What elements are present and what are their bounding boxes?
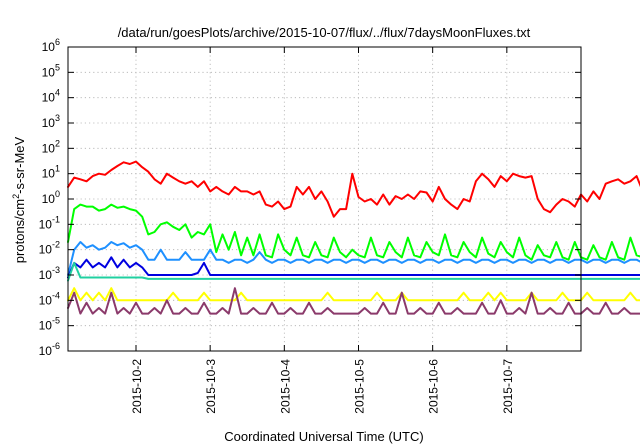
y-tick-label: 106 [42, 37, 60, 54]
x-tick-label: 2015-10-5 [352, 359, 366, 414]
y-tick-label: 105 [42, 62, 60, 79]
y-tick-exponent: -5 [52, 316, 60, 326]
y-axis-label: protons/cm2-s-sr-MeV [11, 136, 27, 263]
y-axis-label-rest: -s-sr-MeV [12, 136, 27, 193]
y-tick-label: 102 [42, 138, 60, 155]
y-tick-exponent: -3 [52, 265, 60, 275]
series-line-7 [67, 287, 640, 315]
x-axis-ticks: 2015-10-2 2015-10-3 2015-10-4 2015-10-5 2015… [130, 47, 515, 414]
series-line-6 [67, 287, 640, 302]
y-tick-base: 10 [39, 217, 53, 231]
x-tick-label: 2015-10-3 [204, 359, 218, 414]
y-tick-label: 10-3 [39, 265, 60, 282]
y-tick-exponent: 5 [55, 62, 60, 72]
y-tick-exponent: -6 [52, 341, 60, 351]
series-line-3 [67, 241, 640, 276]
y-tick-label: 10-6 [39, 341, 60, 358]
series-line-5 [67, 261, 640, 282]
y-tick-base: 10 [39, 268, 53, 282]
chart-title: /data/run/goesPlots/archive/2015-10-07/f… [118, 25, 531, 40]
series-lines [67, 160, 640, 315]
y-axis-ticks: 10-610-510-410-310-210-11001011021031041… [39, 37, 581, 358]
y-tick-base: 10 [39, 293, 53, 307]
y-tick-base: 10 [42, 167, 56, 181]
y-tick-base: 10 [42, 91, 56, 105]
y-tick-label: 100 [42, 189, 60, 206]
series-line-2 [67, 203, 640, 261]
y-tick-exponent: -4 [52, 290, 60, 300]
series-line-4 [67, 256, 640, 279]
y-axis-label-base: protons/cm [12, 199, 27, 263]
y-tick-label: 103 [42, 113, 60, 130]
y-tick-base: 10 [42, 40, 56, 54]
y-tick-label: 10-2 [39, 240, 60, 257]
y-tick-base: 10 [42, 192, 56, 206]
y-tick-base: 10 [39, 344, 53, 358]
x-tick-label: 2015-10-7 [501, 359, 515, 414]
y-tick-exponent: 2 [55, 138, 60, 148]
x-tick-label: 2015-10-2 [130, 359, 144, 414]
y-tick-base: 10 [42, 65, 56, 79]
y-axis-label-sup: 2 [11, 194, 21, 199]
y-tick-exponent: 1 [55, 164, 60, 174]
y-tick-exponent: 0 [55, 189, 60, 199]
y-tick-exponent: 3 [55, 113, 60, 123]
y-tick-base: 10 [39, 243, 53, 257]
y-tick-exponent: 4 [55, 88, 60, 98]
x-axis-label: Coordinated Universal Time (UTC) [224, 429, 423, 444]
x-tick-label: 2015-10-6 [427, 359, 441, 414]
y-tick-base: 10 [42, 141, 56, 155]
series-line-1 [67, 160, 640, 218]
x-tick-label: 2015-10-4 [278, 359, 292, 414]
y-tick-base: 10 [39, 319, 53, 333]
y-tick-label: 104 [42, 88, 60, 105]
y-tick-label: 10-1 [39, 214, 60, 231]
y-tick-base: 10 [42, 116, 56, 130]
y-tick-exponent: 6 [55, 37, 60, 47]
y-tick-exponent: -1 [52, 214, 60, 224]
y-tick-label: 10-4 [39, 290, 60, 307]
y-tick-exponent: -2 [52, 240, 60, 250]
y-tick-label: 101 [42, 164, 60, 181]
y-tick-label: 10-5 [39, 316, 60, 333]
